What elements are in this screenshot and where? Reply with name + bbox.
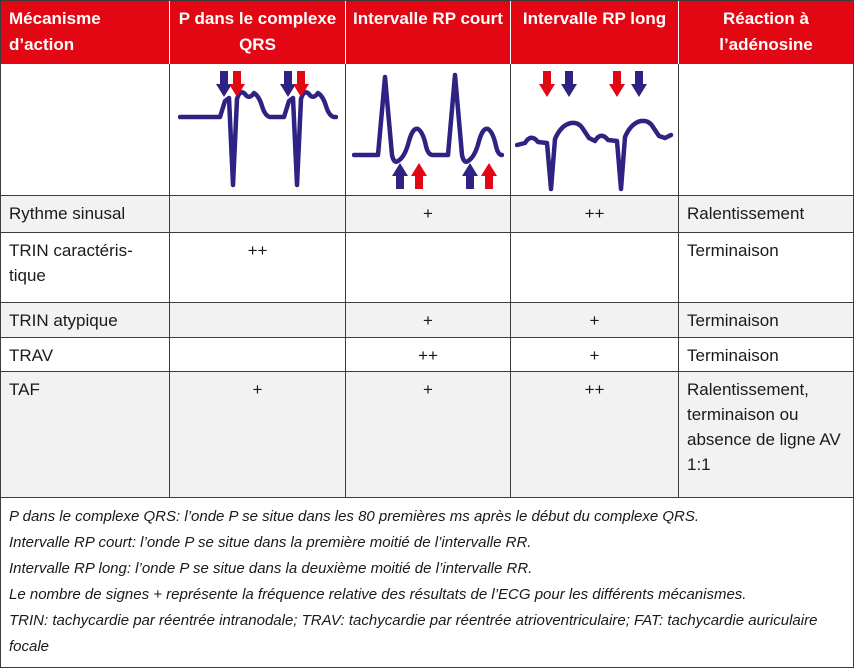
footnote-line: Intervalle RP court: l’onde P se situe d… (9, 534, 532, 551)
cell-adenosine: Terminaison (687, 241, 779, 260)
row-label-cell: TRIN atypique (1, 303, 170, 338)
cell-rp-long: ++ (511, 196, 679, 232)
cell-p-qrs (170, 303, 346, 338)
header-cell-adenosine: Réaction à l’adénosine (719, 9, 813, 54)
cell-rp-long: + (511, 303, 679, 338)
row-label-cell: TRIN caractéris- tique (1, 233, 170, 302)
cell-rp-court: + (346, 372, 511, 497)
ecg-waveform (352, 72, 504, 164)
ecg-empty-cell (1, 64, 170, 195)
blue-down-arrow-icon (630, 70, 647, 97)
footnote-line: Intervalle RP long: l’onde P se situe da… (9, 560, 533, 577)
cell-p-qrs: ++ (170, 233, 346, 302)
red-down-arrow-icon (538, 70, 555, 97)
header-cell-rp-court: Intervalle RP court (346, 1, 511, 64)
cell-rp-long: ++ (511, 372, 679, 497)
blue-up-arrow-icon (392, 162, 408, 189)
cell-ecg-p-in-qrs (170, 64, 346, 195)
footnote-line: P dans le complexe QRS: l’onde P se situ… (9, 508, 700, 525)
cell-rp-court: ++ (346, 338, 511, 373)
ecg-illustration-row (1, 64, 853, 196)
cell-rp-long: + (511, 338, 679, 373)
footnote-line: TRIN: tachycardie par réentrée intranoda… (9, 612, 818, 655)
blue-down-arrow-icon (279, 70, 296, 97)
header-cell-p-qrs: P dans le complexe QRS (170, 1, 346, 64)
cell-p-qrs (170, 196, 346, 232)
blue-down-arrow-icon (560, 70, 577, 97)
table-row: TRIN atypique + + Terminaison (1, 303, 853, 338)
cell-adenosine: Terminaison (687, 346, 779, 365)
ecg-waveform (514, 118, 673, 191)
row-label-cell: TRAV (1, 338, 170, 373)
cell-adenosine: Terminaison (687, 311, 779, 330)
cell-adenosine: Ralentissement, terminaison ou absence d… (687, 380, 841, 474)
footnote-line: Le nombre de signes + représente la fréq… (9, 586, 747, 603)
red-down-arrow-icon (608, 70, 625, 97)
table-row: TRIN caractéris- tique ++ Terminaison (1, 233, 853, 303)
red-up-arrow-icon (481, 162, 497, 189)
cell-p-qrs (170, 338, 346, 373)
table-row: TRAV ++ + Terminaison (1, 338, 853, 373)
cell-ecg-rp-long (511, 64, 679, 195)
cell-rp-long (511, 233, 679, 302)
red-down-arrow-icon (228, 70, 245, 97)
cell-rp-court (346, 233, 511, 302)
header-cell-mecanisme: Mécanisme d’action (1, 1, 170, 64)
red-up-arrow-icon (411, 162, 427, 189)
ecg-rp-long-icon (514, 70, 673, 191)
ecg-rp-court-icon (352, 72, 504, 189)
blue-down-arrow-icon (215, 70, 232, 97)
row-label-cell: TAF (1, 372, 170, 497)
cell-ecg-rp-court (346, 64, 511, 195)
table-header-row: Mécanisme d’action P dans le complexe QR… (1, 1, 853, 64)
header-cell-rp-long: Intervalle RP long (511, 1, 679, 64)
cell-rp-court: + (346, 303, 511, 338)
cell-p-qrs: + (170, 372, 346, 497)
table-row: Rythme sinusal + ++ Ralentissement (1, 196, 853, 233)
ecg-waveform (177, 89, 338, 187)
ecg-empty-cell (679, 64, 853, 195)
table-footnotes: P dans le complexe QRS: l’onde P se situ… (1, 498, 853, 664)
cell-adenosine: Ralentissement (687, 204, 805, 223)
row-label-cell: Rythme sinusal (1, 196, 170, 232)
ecg-p-in-qrs-icon (177, 70, 338, 187)
table-row: TAF + + ++ Ralentissement, terminaison o… (1, 372, 853, 498)
blue-up-arrow-icon (462, 162, 478, 189)
cell-rp-court: + (346, 196, 511, 232)
red-down-arrow-icon (292, 70, 309, 97)
